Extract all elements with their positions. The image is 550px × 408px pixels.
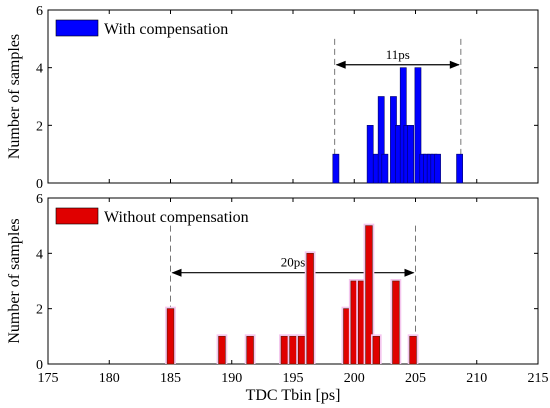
- x-tick-label: 215: [528, 371, 549, 386]
- legend-swatch: [55, 19, 99, 37]
- legend-label: With compensation: [104, 21, 228, 38]
- range-annotation: 11ps: [386, 47, 410, 62]
- bar: [218, 336, 226, 365]
- bar: [372, 336, 380, 365]
- arrow-head-right: [404, 268, 415, 277]
- x-tick-label: 180: [99, 371, 120, 386]
- y-tick-label: 6: [36, 4, 43, 19]
- bar: [246, 336, 254, 365]
- bar: [365, 225, 373, 365]
- bar: [456, 153, 463, 184]
- y-tick-label: 0: [36, 358, 43, 373]
- bar: [377, 96, 385, 184]
- bar: [280, 336, 289, 365]
- x-tick-label: 185: [160, 371, 181, 386]
- x-tick-label: 200: [344, 371, 365, 386]
- y-tick-label: 6: [36, 192, 43, 207]
- bar: [414, 67, 422, 184]
- bar: [409, 336, 417, 365]
- range-annotation: 20ps: [281, 255, 306, 270]
- bar: [366, 125, 374, 184]
- arrow-head-left: [335, 60, 346, 69]
- bar: [332, 153, 340, 184]
- bottom-panel: 0 2 4 6 175 180 185 190 195 200 205 210 215 Number of…: [6, 192, 549, 386]
- bar: [289, 336, 297, 365]
- y-tick-label: 4: [36, 247, 43, 262]
- x-tick-label: 190: [221, 371, 242, 386]
- bar: [381, 153, 389, 184]
- y-tick-label: 4: [36, 62, 43, 77]
- legend-label: Without compensation: [104, 209, 249, 226]
- bar: [407, 125, 414, 184]
- bar: [297, 336, 306, 365]
- bar: [392, 280, 400, 365]
- x-axis-label: TDC Tbin [ps]: [246, 387, 341, 404]
- y-tick-label: 2: [36, 303, 43, 318]
- x-tick-label: 210: [466, 371, 487, 386]
- top-panel: 0 2 4 6 Number of samples 11ps With compensati…: [6, 4, 539, 192]
- arrow-head-right: [449, 60, 460, 69]
- x-tick-label: 205: [405, 371, 426, 386]
- y-tick-label: 2: [36, 119, 43, 134]
- y-axis-label: Number of samples: [6, 34, 23, 159]
- bar: [434, 153, 441, 184]
- x-tick-label: 175: [38, 371, 59, 386]
- bar: [166, 308, 175, 365]
- x-tick-label: 195: [283, 371, 304, 386]
- arrow-head-left: [171, 268, 182, 277]
- legend-swatch: [55, 207, 99, 225]
- y-axis-label: Number of samples: [6, 218, 23, 343]
- bar: [306, 253, 314, 365]
- y-tick-label: 0: [36, 177, 43, 192]
